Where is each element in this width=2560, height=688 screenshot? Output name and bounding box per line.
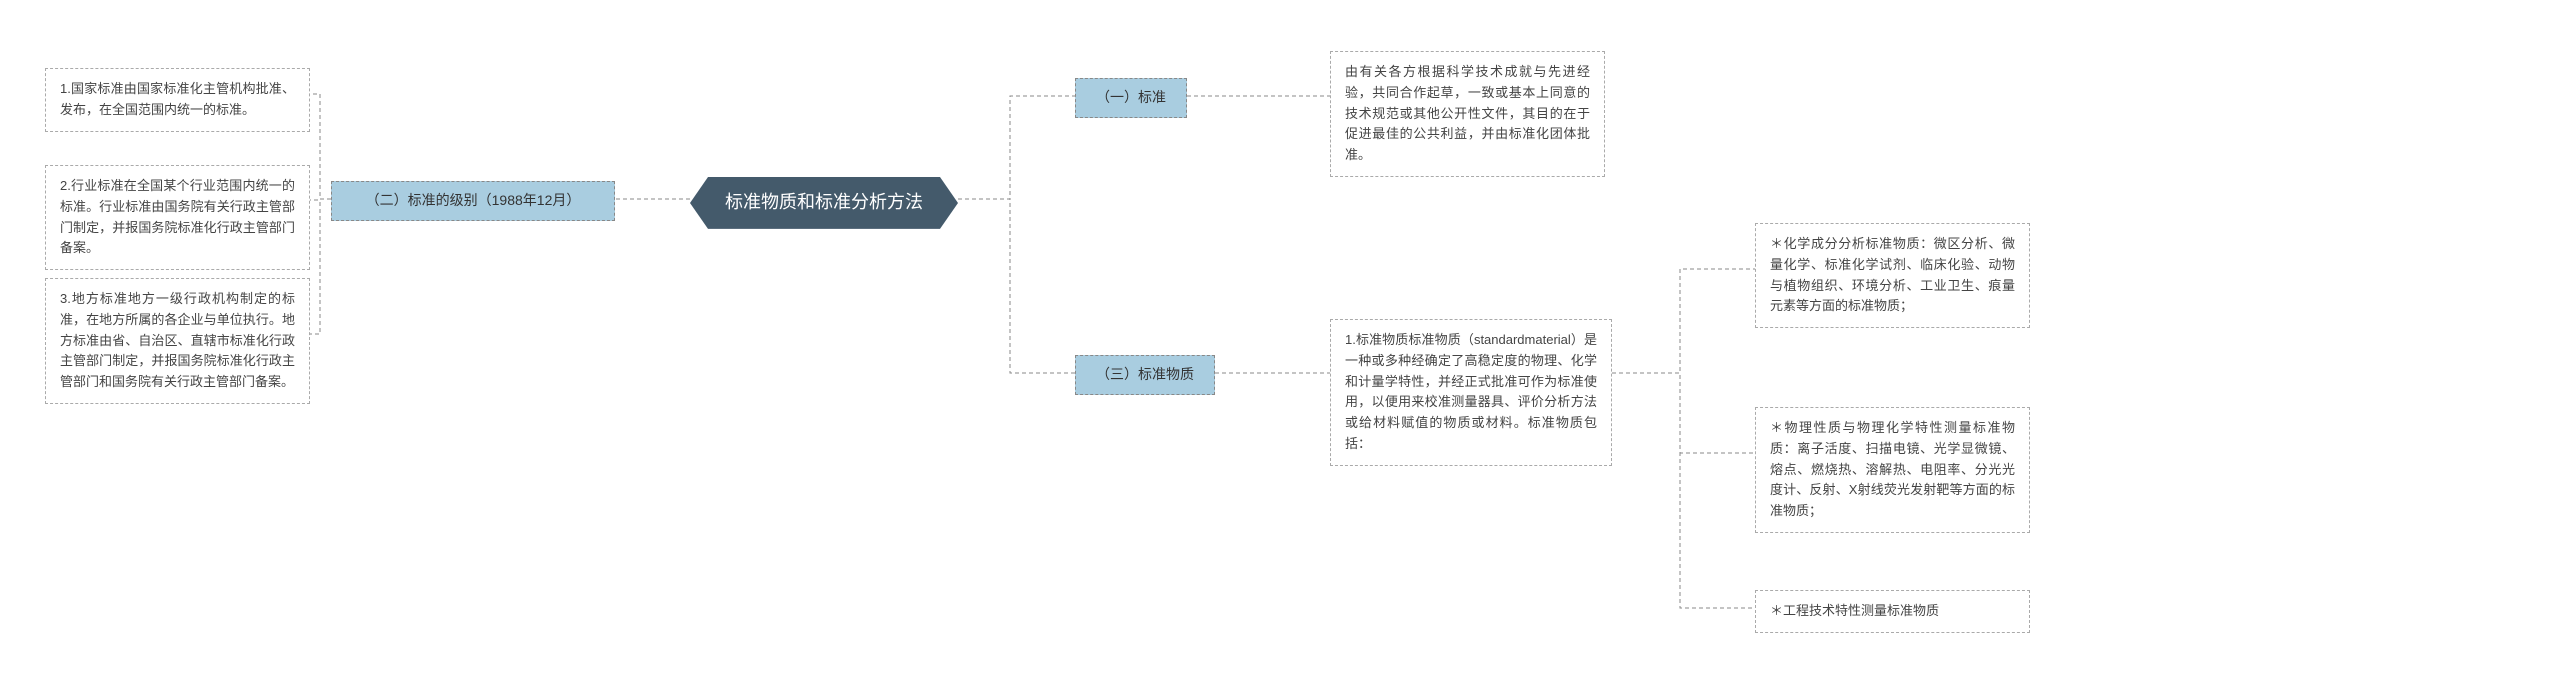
leaf-node-b3c1b: ＊物理性质与物理化学特性测量标准物质：离子活度、扫描电镜、光学显微镜、熔点、燃烧… xyxy=(1755,407,2030,533)
branch-node-b2: （二）标准的级别（1988年12月） xyxy=(331,181,615,221)
branch-label: （二）标准的级别（1988年12月） xyxy=(366,192,581,208)
branch-label: （一）标准 xyxy=(1096,89,1166,105)
leaf-text: 1.国家标准由国家标准化主管机构批准、发布，在全国范围内统一的标准。 xyxy=(60,81,295,117)
leaf-node-b1c1: 由有关各方根据科学技术成就与先进经验，共同合作起草，一致或基本上同意的技术规范或… xyxy=(1330,51,1605,177)
leaf-text: ＊物理性质与物理化学特性测量标准物质：离子活度、扫描电镜、光学显微镜、熔点、燃烧… xyxy=(1770,420,2015,518)
connector-layer xyxy=(0,0,2560,688)
leaf-text: 1.标准物质标准物质（standardmaterial）是一种或多种经确定了高稳… xyxy=(1345,332,1597,451)
leaf-text: 2.行业标准在全国某个行业范围内统一的标准。行业标准由国务院有关行政主管部门制定… xyxy=(60,178,295,255)
branch-node-b1: （一）标准 xyxy=(1075,78,1187,118)
leaf-text: 由有关各方根据科学技术成就与先进经验，共同合作起草，一致或基本上同意的技术规范或… xyxy=(1345,64,1590,162)
leaf-node-b2c3: 3.地方标准地方一级行政机构制定的标准，在地方所属的各企业与单位执行。地方标准由… xyxy=(45,278,310,404)
leaf-node-b3c1c: ＊工程技术特性测量标准物质 xyxy=(1755,590,2030,633)
leaf-text: ＊化学成分分析标准物质：微区分析、微量化学、标准化学试剂、临床化验、动物与植物组… xyxy=(1770,236,2015,313)
leaf-text: ＊工程技术特性测量标准物质 xyxy=(1770,603,1939,618)
leaf-text: 3.地方标准地方一级行政机构制定的标准，在地方所属的各企业与单位执行。地方标准由… xyxy=(60,291,295,389)
root-node: 标准物质和标准分析方法 xyxy=(690,177,958,229)
leaf-node-b3c1a: ＊化学成分分析标准物质：微区分析、微量化学、标准化学试剂、临床化验、动物与植物组… xyxy=(1755,223,2030,328)
leaf-node-b2c2: 2.行业标准在全国某个行业范围内统一的标准。行业标准由国务院有关行政主管部门制定… xyxy=(45,165,310,270)
leaf-node-b3c1: 1.标准物质标准物质（standardmaterial）是一种或多种经确定了高稳… xyxy=(1330,319,1612,466)
root-label: 标准物质和标准分析方法 xyxy=(725,192,923,212)
branch-label: （三）标准物质 xyxy=(1096,366,1194,382)
leaf-node-b2c1: 1.国家标准由国家标准化主管机构批准、发布，在全国范围内统一的标准。 xyxy=(45,68,310,132)
branch-node-b3: （三）标准物质 xyxy=(1075,355,1215,395)
